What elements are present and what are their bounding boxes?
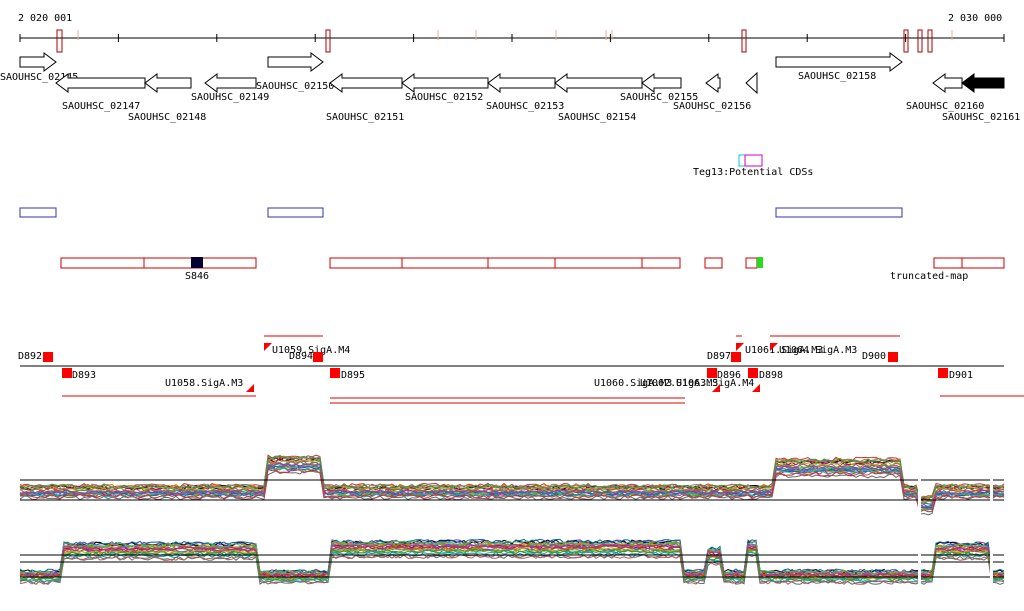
expression-trace [19,468,1005,513]
gene-arrow [487,73,556,93]
gene-label: SAOUHSC_02150 [256,81,334,92]
reg-label: D894 [289,351,313,362]
reg-label: U1063.SigA.M4 [676,378,754,389]
reg-label: D896 [717,370,741,381]
gene-label: SAOUHSC_02154 [558,112,636,123]
gene-arrow [401,73,489,93]
blue-box [267,207,324,218]
gene-label: SAOUHSC_02152 [405,92,483,103]
reg-label: D895 [341,370,365,381]
reg-box [62,368,72,378]
reg-label: D893 [72,370,96,381]
reg-label: U1058.SigA.M3 [165,378,243,389]
gene-arrow [267,52,324,72]
red-box [60,257,257,269]
ruler-end: 2 030 000 [948,13,1002,24]
reg-box [938,368,948,378]
gene-label: SAOUHSC_02153 [486,101,564,112]
red-box [745,257,758,269]
expression-trace [19,553,1005,585]
ruler-marker [917,29,923,53]
reg-flag [736,343,744,351]
gene-arrow [745,71,758,95]
blue-box [775,207,903,218]
feature-label: S846 [185,271,209,282]
gene-arrow [144,73,192,93]
feature-square [757,257,763,268]
cds-box [744,154,763,167]
gene-arrow [705,73,721,93]
reg-label: D900 [862,351,886,362]
ruler-marker [903,29,909,53]
expression-trace [19,454,1005,499]
reg-label: U1062.SigA.M3 [640,378,718,389]
reg-box [707,368,717,378]
gene-arrow [19,52,57,72]
reg-label: U1061.SigA.M3 [745,345,823,356]
gene-label: SAOUHSC_02145 [0,72,78,83]
gene-arrow [961,73,1005,93]
gene-arrow [329,73,403,93]
red-box [329,257,681,269]
ruler-start: 2 020 001 [18,13,72,24]
gene-arrow [554,73,643,93]
expression-trace [19,462,1005,508]
gene-label: SAOUHSC_02160 [906,101,984,112]
reg-label: D898 [759,370,783,381]
gene-arrow [204,73,257,93]
ruler-marker [56,29,63,53]
gene-label: SAOUHSC_02156 [673,101,751,112]
trace-gap [918,440,921,611]
ruler-marker [741,29,747,53]
red-box [933,257,1005,269]
reg-box [888,352,898,362]
trace-gap [990,440,993,611]
reg-label: U1060.SigA.M3 [594,378,672,389]
gene-label: SAOUHSC_02158 [798,71,876,82]
expression-trace [19,540,1005,575]
gene-label: SAOUHSC_02148 [128,112,206,123]
red-box [704,257,723,269]
reg-label: U1059.SigA.M4 [272,345,350,356]
reg-flag [752,384,760,392]
reg-flag [246,384,254,392]
reg-flag [264,343,272,351]
reg-label: D892 [18,351,42,362]
gene-label: SAOUHSC_02155 [620,92,698,103]
reg-box [748,368,758,378]
ruler-marker [325,29,331,53]
ruler-marker [927,29,933,53]
reg-box [731,352,741,362]
expression-trace [19,455,1005,501]
gene-arrow [641,73,682,93]
reg-flag [770,343,778,351]
gene-arrow [932,73,963,93]
reg-flag [712,384,720,392]
cds-label: Teg13:Potential CDSs [693,167,813,178]
gene-arrow [55,73,146,93]
feature-square [191,257,203,268]
gene-label: SAOUHSC_02151 [326,112,404,123]
reg-label: U1064.SigA.M3 [779,345,857,356]
gene-label: SAOUHSC_02149 [191,92,269,103]
gene-arrow [775,52,903,72]
reg-label: D897 [707,351,731,362]
blue-box [19,207,57,218]
expression-trace [19,543,1005,577]
gene-label: SAOUHSC_02161 [942,112,1020,123]
reg-box [330,368,340,378]
cds-box [738,154,746,167]
reg-label: D901 [949,370,973,381]
gene-label: SAOUHSC_02147 [62,101,140,112]
reg-box [313,352,323,362]
reg-box [43,352,53,362]
feature-label: truncated-map [890,271,968,282]
expression-trace [19,457,1005,503]
